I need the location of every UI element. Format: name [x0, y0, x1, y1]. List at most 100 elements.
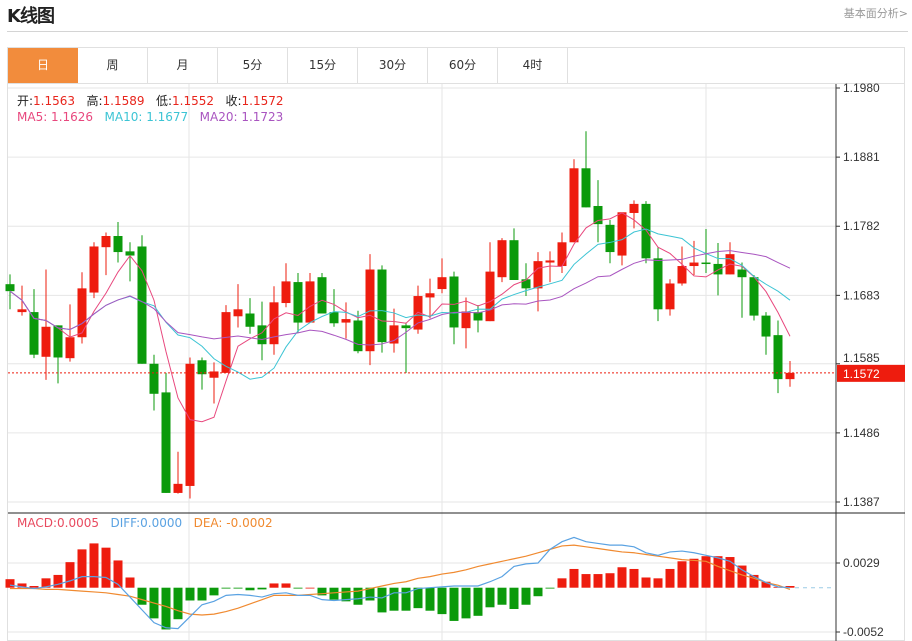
macd-bar [161, 587, 171, 630]
macd-bar [509, 587, 519, 609]
tab-30min[interactable]: 30分 [358, 48, 428, 83]
candle-body [17, 309, 27, 313]
macd-bar [365, 587, 375, 601]
tab-15min[interactable]: 15分 [288, 48, 358, 83]
tab-day[interactable]: 日 [8, 48, 78, 83]
macd-bar [521, 587, 531, 605]
macd-bar [197, 587, 207, 601]
candle-body [701, 262, 711, 265]
price-tick-label: 1.1683 [843, 288, 880, 302]
macd-bar [353, 587, 363, 605]
close-value: 1.1572 [241, 94, 284, 108]
macd-bar [665, 568, 675, 588]
candle [377, 265, 387, 353]
candle-body [53, 325, 63, 358]
candle-body [593, 205, 603, 225]
candle [101, 232, 111, 276]
candle-body [569, 168, 579, 243]
candle [245, 298, 255, 334]
period-tabs: 日 周 月 5分 15分 30分 60分 4时 [7, 47, 905, 83]
candle-body [317, 277, 327, 314]
macd-bar [65, 562, 75, 588]
candle [605, 219, 615, 264]
candle [257, 301, 267, 361]
macd-bar [641, 577, 651, 588]
macd-bar [269, 583, 279, 588]
macd-bar [545, 587, 555, 589]
candle-body [137, 246, 147, 364]
candle [65, 304, 75, 362]
macd-bar [113, 560, 123, 588]
candle-body [281, 281, 291, 304]
candle-body [89, 246, 99, 293]
fundamental-analysis-link[interactable]: 基本面分析> [843, 7, 908, 20]
candle-body [749, 277, 759, 316]
candle-body [605, 224, 615, 253]
macd-bar [581, 574, 591, 588]
candle-body [185, 363, 195, 486]
candle-body [737, 269, 747, 278]
candle-body [329, 312, 339, 324]
candle [125, 242, 135, 282]
macd-bar [389, 587, 399, 611]
diff-value: DIFF:0.0000 [110, 516, 183, 530]
tab-month[interactable]: 月 [148, 48, 218, 83]
candle [89, 242, 99, 299]
candle [389, 308, 399, 353]
candle [773, 320, 783, 394]
macd-tick-label: -0.0052 [843, 625, 884, 639]
candle [53, 325, 63, 384]
candle-body [641, 203, 651, 259]
candle [161, 372, 171, 493]
candle-body [677, 266, 687, 284]
macd-bar [341, 587, 351, 602]
candle-body [425, 293, 435, 298]
candle [365, 254, 375, 366]
macd-bar [125, 577, 135, 588]
candle-body [245, 313, 255, 327]
tab-5min[interactable]: 5分 [218, 48, 288, 83]
diff-line [9, 536, 791, 630]
macd-bar [89, 543, 99, 588]
macd-bar [293, 587, 303, 589]
candle [737, 262, 747, 318]
ma20-line [9, 250, 791, 346]
candle [269, 286, 279, 355]
macd-bar [437, 587, 447, 615]
candle-body [473, 312, 483, 321]
macd-bar [305, 587, 315, 589]
candle [221, 305, 231, 373]
macd-bar [629, 568, 639, 588]
candle [761, 312, 771, 355]
candle [569, 159, 579, 243]
candle-body [761, 315, 771, 337]
candle-body [689, 262, 699, 267]
candle-body [113, 236, 123, 253]
macd-bar [449, 587, 459, 621]
candle-body [521, 279, 531, 289]
macd-bar [761, 581, 771, 588]
candle-body [149, 363, 159, 394]
open-label: 开: [17, 94, 34, 108]
candle [785, 360, 795, 387]
macd-bar [689, 558, 699, 588]
candle [593, 180, 603, 243]
candle [413, 285, 423, 334]
tab-4hour[interactable]: 4时 [498, 48, 568, 83]
candle-body [221, 312, 231, 373]
candle-body [305, 281, 315, 323]
tab-week[interactable]: 周 [78, 48, 148, 83]
macd-bar [77, 549, 87, 588]
candle-body [5, 284, 15, 292]
candle-body [353, 320, 363, 352]
ohlc-info: 开:1.1563 高:1.1589 低:1.1552 收:1.1572 [17, 92, 284, 109]
macd-bar [497, 587, 507, 605]
dea-line [10, 544, 791, 616]
tab-60min[interactable]: 60分 [428, 48, 498, 83]
macd-bar [41, 578, 51, 588]
candle [233, 284, 243, 328]
candle [281, 263, 291, 308]
macd-bar [569, 568, 579, 588]
macd-bar [317, 587, 327, 596]
